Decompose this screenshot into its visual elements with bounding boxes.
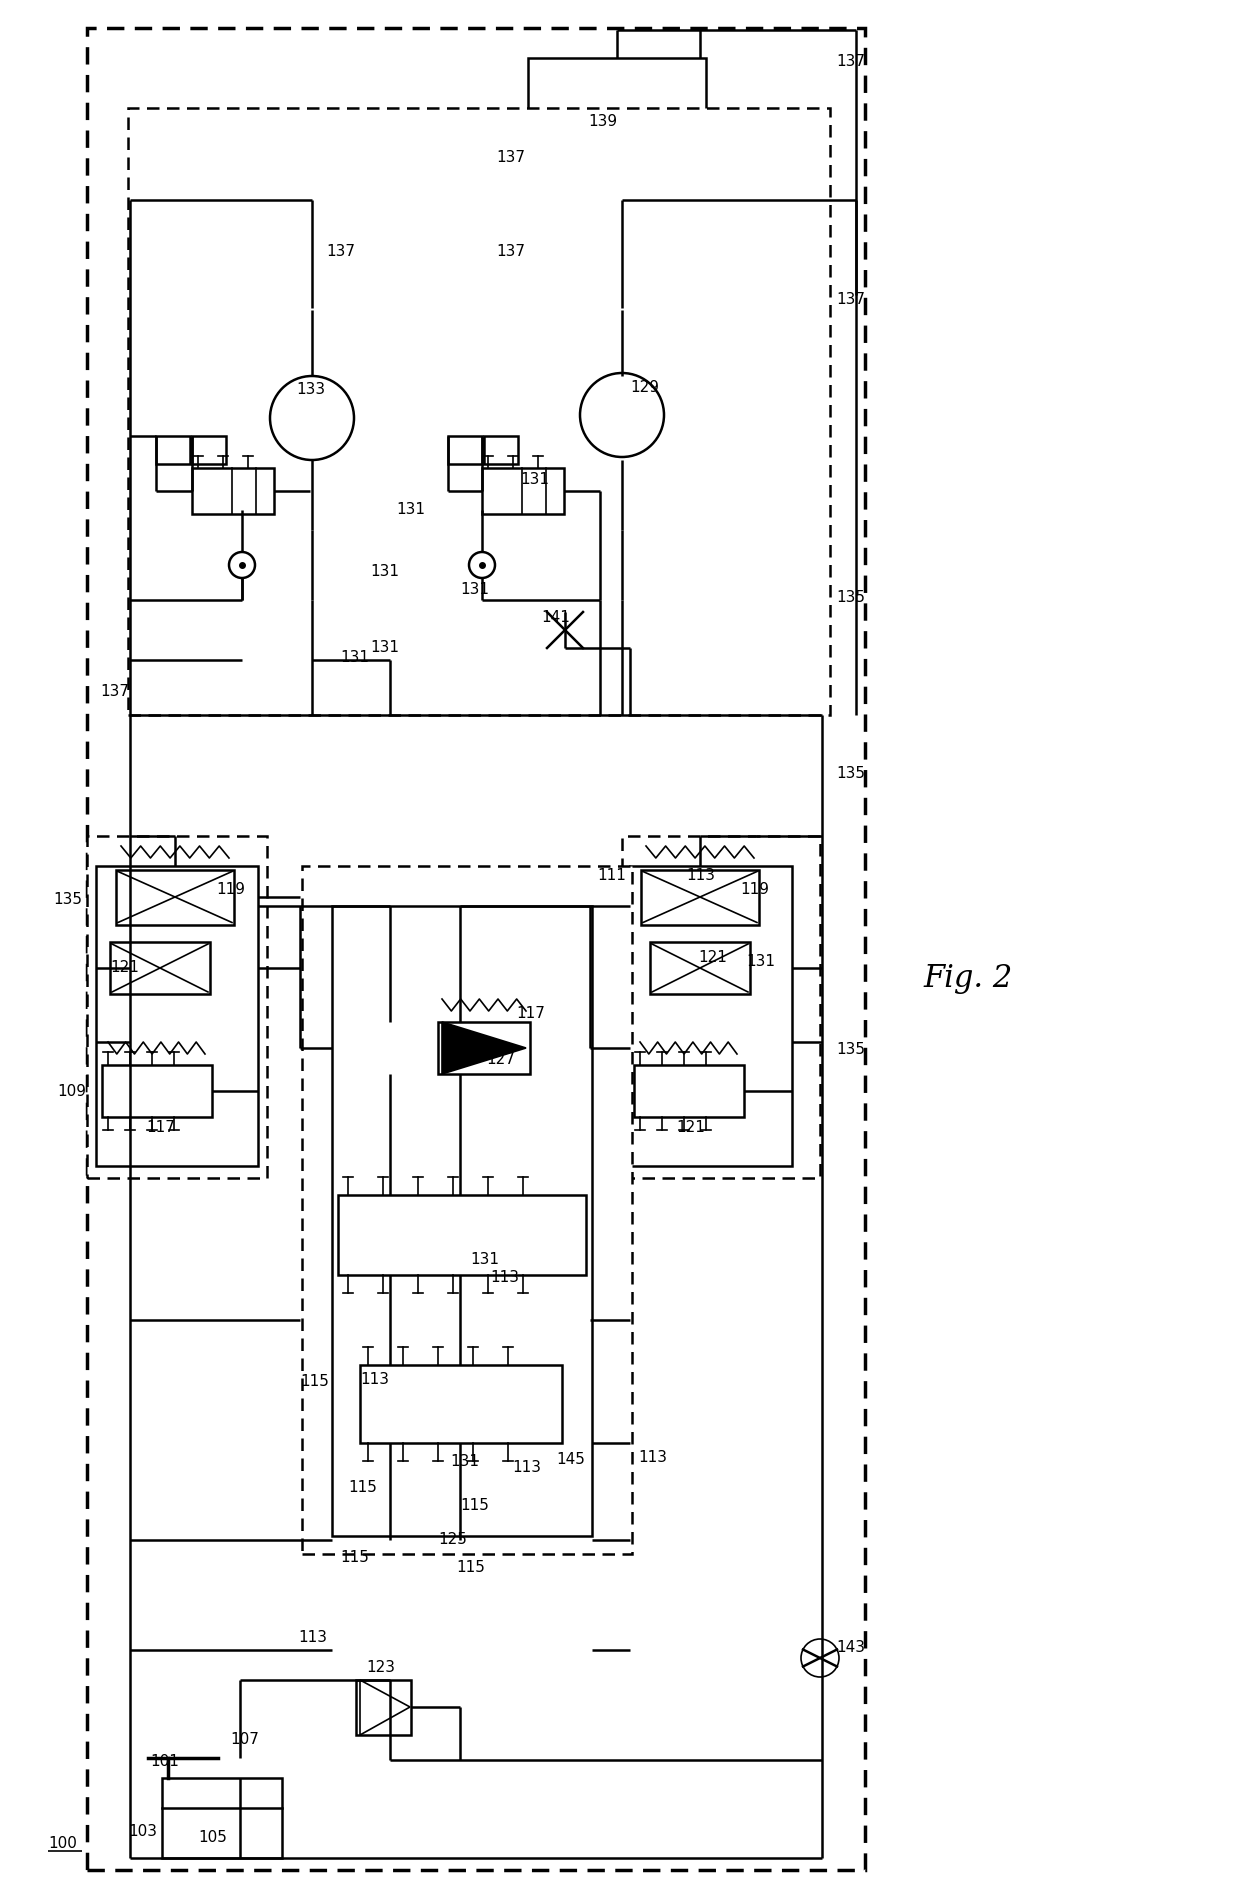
Bar xyxy=(162,1778,281,1859)
Text: 113: 113 xyxy=(490,1271,520,1286)
Text: 111: 111 xyxy=(596,869,626,884)
Bar xyxy=(448,436,482,465)
Circle shape xyxy=(270,376,353,461)
Bar xyxy=(641,871,759,926)
Text: 123: 123 xyxy=(366,1660,396,1676)
Bar xyxy=(339,1196,587,1275)
Text: 131: 131 xyxy=(396,502,425,518)
Text: 117: 117 xyxy=(516,1005,544,1020)
Text: 113: 113 xyxy=(639,1451,667,1466)
Bar xyxy=(192,436,226,465)
Circle shape xyxy=(801,1640,839,1677)
Bar xyxy=(87,28,866,1870)
Text: 135: 135 xyxy=(836,765,866,780)
Bar xyxy=(528,59,706,191)
Polygon shape xyxy=(441,1022,526,1075)
Text: 135: 135 xyxy=(836,591,866,606)
Circle shape xyxy=(229,552,255,578)
Bar xyxy=(332,907,591,1536)
Text: 139: 139 xyxy=(588,115,618,130)
Bar xyxy=(110,943,210,994)
Text: 137: 137 xyxy=(326,244,355,259)
Bar xyxy=(356,1679,410,1734)
Circle shape xyxy=(580,372,663,457)
Bar xyxy=(622,837,820,1179)
Text: 131: 131 xyxy=(450,1455,479,1470)
Text: 131: 131 xyxy=(370,640,399,655)
Text: 121: 121 xyxy=(698,950,727,965)
Text: 107: 107 xyxy=(229,1732,259,1747)
Text: 105: 105 xyxy=(198,1830,227,1846)
Text: 131: 131 xyxy=(746,954,775,969)
Text: 131: 131 xyxy=(460,582,489,597)
Text: 113: 113 xyxy=(686,869,715,884)
Text: 117: 117 xyxy=(146,1120,175,1135)
Bar xyxy=(634,1065,744,1116)
Text: 131: 131 xyxy=(520,472,549,487)
Text: 115: 115 xyxy=(348,1481,377,1496)
Text: 131: 131 xyxy=(340,650,370,665)
Bar xyxy=(128,108,830,716)
Text: 113: 113 xyxy=(360,1373,389,1388)
Text: 145: 145 xyxy=(556,1453,585,1468)
Text: 137: 137 xyxy=(836,55,866,70)
Bar xyxy=(87,837,267,1179)
Text: 115: 115 xyxy=(456,1560,485,1575)
Text: 137: 137 xyxy=(836,293,866,308)
Text: 137: 137 xyxy=(496,151,525,166)
Text: 121: 121 xyxy=(110,960,139,975)
Bar xyxy=(303,865,632,1555)
Bar xyxy=(482,468,564,514)
Text: 113: 113 xyxy=(512,1460,541,1475)
Text: 133: 133 xyxy=(296,382,325,397)
Text: 137: 137 xyxy=(496,244,525,259)
Text: 143: 143 xyxy=(836,1640,866,1655)
Text: 101: 101 xyxy=(150,1755,179,1770)
Text: 109: 109 xyxy=(57,1084,86,1099)
Text: 131: 131 xyxy=(470,1252,498,1268)
Text: 119: 119 xyxy=(740,882,769,897)
Text: 125: 125 xyxy=(438,1532,467,1547)
Text: 115: 115 xyxy=(340,1551,368,1566)
Bar xyxy=(102,1065,212,1116)
Text: 137: 137 xyxy=(100,684,129,699)
Bar xyxy=(630,865,792,1166)
Text: 135: 135 xyxy=(836,1043,866,1058)
Text: 115: 115 xyxy=(300,1375,329,1390)
Text: 119: 119 xyxy=(216,882,246,897)
Bar xyxy=(156,436,190,465)
Text: 131: 131 xyxy=(370,565,399,580)
Bar xyxy=(650,943,750,994)
Bar xyxy=(95,865,258,1166)
Text: 100: 100 xyxy=(48,1836,77,1851)
Text: 103: 103 xyxy=(128,1825,157,1840)
Bar xyxy=(360,1366,562,1443)
Bar xyxy=(438,1022,529,1075)
Circle shape xyxy=(469,552,495,578)
Bar xyxy=(192,468,274,514)
Text: 141: 141 xyxy=(541,610,570,625)
Text: 115: 115 xyxy=(460,1498,489,1513)
Text: 113: 113 xyxy=(298,1630,327,1645)
Text: 129: 129 xyxy=(630,380,658,395)
Bar xyxy=(117,871,234,926)
Text: Fig. 2: Fig. 2 xyxy=(924,963,1013,994)
Text: 121: 121 xyxy=(676,1120,704,1135)
Text: 135: 135 xyxy=(53,892,82,907)
Text: 127: 127 xyxy=(486,1052,515,1067)
Bar xyxy=(484,436,518,465)
